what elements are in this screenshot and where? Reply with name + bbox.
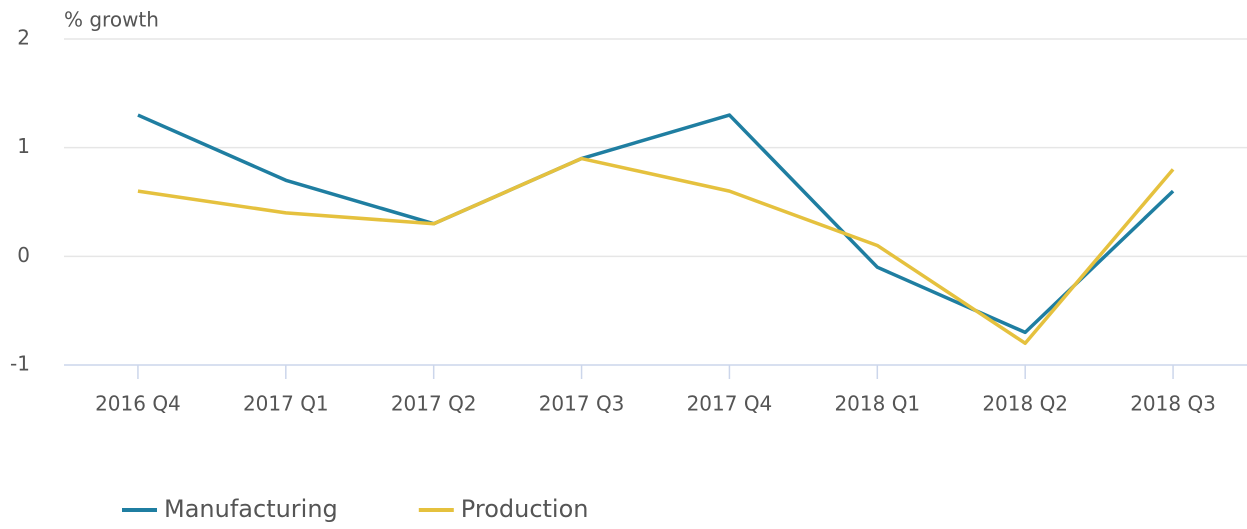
x-tick-label: 2017 Q3	[539, 392, 625, 416]
y-tick-label: -1	[10, 352, 30, 376]
legend-label: Manufacturing	[164, 495, 338, 523]
y-tick-label: 1	[17, 134, 30, 158]
legend-label: Production	[461, 495, 589, 523]
x-tick-label: 2018 Q1	[834, 392, 920, 416]
x-tick-label: 2017 Q2	[391, 392, 477, 416]
line-series	[137, 113, 1175, 335]
line-series	[137, 156, 1175, 346]
y-tick-label: 2	[17, 26, 30, 50]
x-tick-label: 2017 Q4	[687, 392, 773, 416]
x-tick-label: 2016 Q4	[95, 392, 181, 416]
x-tick-label: 2017 Q1	[243, 392, 329, 416]
y-tick-label: 0	[17, 243, 30, 267]
x-tick-label: 2018 Q2	[982, 392, 1068, 416]
y-axis-label: % growth	[64, 8, 159, 32]
x-tick-label: 2018 Q3	[1130, 392, 1216, 416]
